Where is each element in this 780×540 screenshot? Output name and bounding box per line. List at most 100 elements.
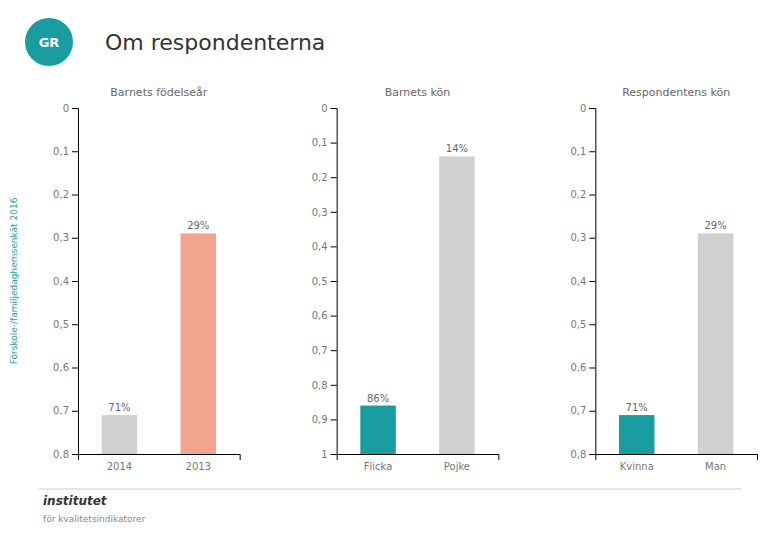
subtitle: Förskole-/familjedaghemsenkät 2016: [9, 197, 19, 364]
data-label: 71%: [626, 402, 648, 413]
y-tick-label: 1: [321, 449, 327, 460]
y-tick: 0,7: [53, 405, 78, 416]
y-tick-label: 0,3: [570, 232, 586, 243]
y-tick-mark: [331, 246, 337, 247]
y-tick-mark: [72, 411, 78, 412]
y-tick-mark: [589, 151, 595, 152]
y-axis-line: [331, 109, 338, 455]
y-tick-mark: [331, 316, 337, 317]
y-tick: 0,8: [312, 380, 337, 391]
y-tick-mark: [331, 419, 337, 420]
y-tick-label: 0,7: [312, 345, 328, 356]
y-tick-mark: [331, 454, 337, 455]
y-tick: 0,7: [312, 345, 337, 356]
panel-title: Barnets kön: [385, 86, 451, 99]
bars: [619, 233, 733, 454]
y-tick-mark: [72, 195, 78, 196]
y-tick-mark: [331, 108, 337, 109]
y-tick: 0,7: [570, 405, 595, 416]
x-tick: Man: [705, 461, 726, 472]
y-axis-line: [589, 109, 596, 455]
title: Om respondenterna: [105, 30, 325, 55]
y-tick: 0,6: [53, 362, 78, 373]
x-tick-label: Man: [705, 461, 726, 472]
y-tick-label: 0,2: [312, 172, 328, 183]
x-tick-label: Flicka: [364, 461, 393, 472]
x-axis: KvinnaMan: [596, 455, 758, 473]
y-tick: 0,1: [570, 146, 595, 157]
y-tick: 0,5: [53, 319, 78, 330]
data-labels: 71%29%: [108, 220, 209, 413]
y-tick-label: 0,5: [312, 276, 328, 287]
y-tick: 0,1: [312, 137, 337, 148]
y-tick-mark: [589, 195, 595, 196]
y-tick-label: 0,8: [53, 449, 69, 460]
y-tick-mark: [72, 324, 78, 325]
x-axis-line: [337, 455, 499, 461]
y-tick-label: 0,4: [570, 276, 586, 287]
y-tick-label: 0,6: [312, 310, 328, 321]
bar: [439, 156, 474, 454]
y-tick-mark: [72, 108, 78, 109]
y-axis: 0 0,1 0,2 0,3 0,4 0,5 0,6 0,7 0,8: [570, 103, 595, 460]
panel-title: Respondentens kön: [622, 86, 730, 99]
logo-text: GR: [39, 35, 60, 50]
y-tick: 0,6: [312, 310, 337, 321]
y-tick: 0,4: [312, 241, 337, 252]
y-tick-label: 0,4: [312, 241, 328, 252]
y-tick-mark: [331, 281, 337, 282]
y-tick-mark: [589, 454, 595, 455]
bars: [360, 156, 474, 454]
y-tick: 0,3: [570, 232, 595, 243]
bar: [181, 233, 216, 454]
y-tick-label: 0,1: [570, 146, 586, 157]
y-tick-mark: [331, 177, 337, 178]
y-tick-label: 0,4: [53, 276, 69, 287]
y-tick-mark: [589, 368, 595, 369]
bar: [360, 406, 395, 454]
y-tick-label: 0,1: [312, 137, 328, 148]
footer-text: institutet: [43, 494, 108, 508]
x-axis: 2014 2013: [79, 455, 241, 473]
y-tick: 0: [580, 103, 595, 114]
footer-text: för kvalitetsindikatorer: [43, 514, 146, 524]
y-tick-label: 0,6: [570, 362, 586, 373]
data-label: 29%: [704, 220, 726, 231]
y-tick-label: 0,9: [312, 414, 328, 425]
y-tick-label: 0: [580, 103, 586, 114]
y-tick: 0,2: [570, 189, 595, 200]
y-tick-mark: [331, 212, 337, 213]
x-tick-label: 2013: [186, 461, 211, 472]
panel-title: Barnets födelseår: [110, 86, 208, 99]
y-tick: 0,3: [312, 207, 337, 218]
panel: Respondentens kön71%29%00,10,20,30,40,50…: [570, 86, 757, 472]
x-axis: Flicka Pojke: [337, 455, 499, 473]
footer-rule: [39, 489, 741, 490]
y-tick: 1: [321, 449, 336, 460]
y-tick-mark: [72, 151, 78, 152]
y-tick: 0,9: [312, 414, 337, 425]
x-tick-label: Pojke: [444, 461, 470, 472]
logo-circle: [25, 18, 73, 66]
bar: [619, 415, 654, 454]
y-tick-mark: [72, 368, 78, 369]
y-tick: 0,4: [53, 276, 78, 287]
y-tick: 0,2: [312, 172, 337, 183]
x-tick-label: 2014: [107, 461, 132, 472]
y-tick: 0,5: [570, 319, 595, 330]
y-tick: 0: [321, 103, 336, 114]
panel: Barnets födelseår71%29%00,10,20,30,40,50…: [53, 86, 240, 472]
y-tick-label: 0,8: [570, 449, 586, 460]
y-tick-mark: [589, 108, 595, 109]
y-tick: 0,5: [312, 276, 337, 287]
bar: [102, 415, 137, 454]
data-label: 71%: [108, 402, 130, 413]
y-tick-mark: [72, 281, 78, 282]
y-tick-mark: [72, 238, 78, 239]
y-tick-label: 0,5: [570, 319, 586, 330]
y-tick: 0,1: [53, 146, 78, 157]
y-tick-mark: [589, 238, 595, 239]
bar: [698, 233, 733, 454]
y-axis-line: [72, 109, 79, 455]
data-labels: 71% 29%: [626, 220, 727, 413]
